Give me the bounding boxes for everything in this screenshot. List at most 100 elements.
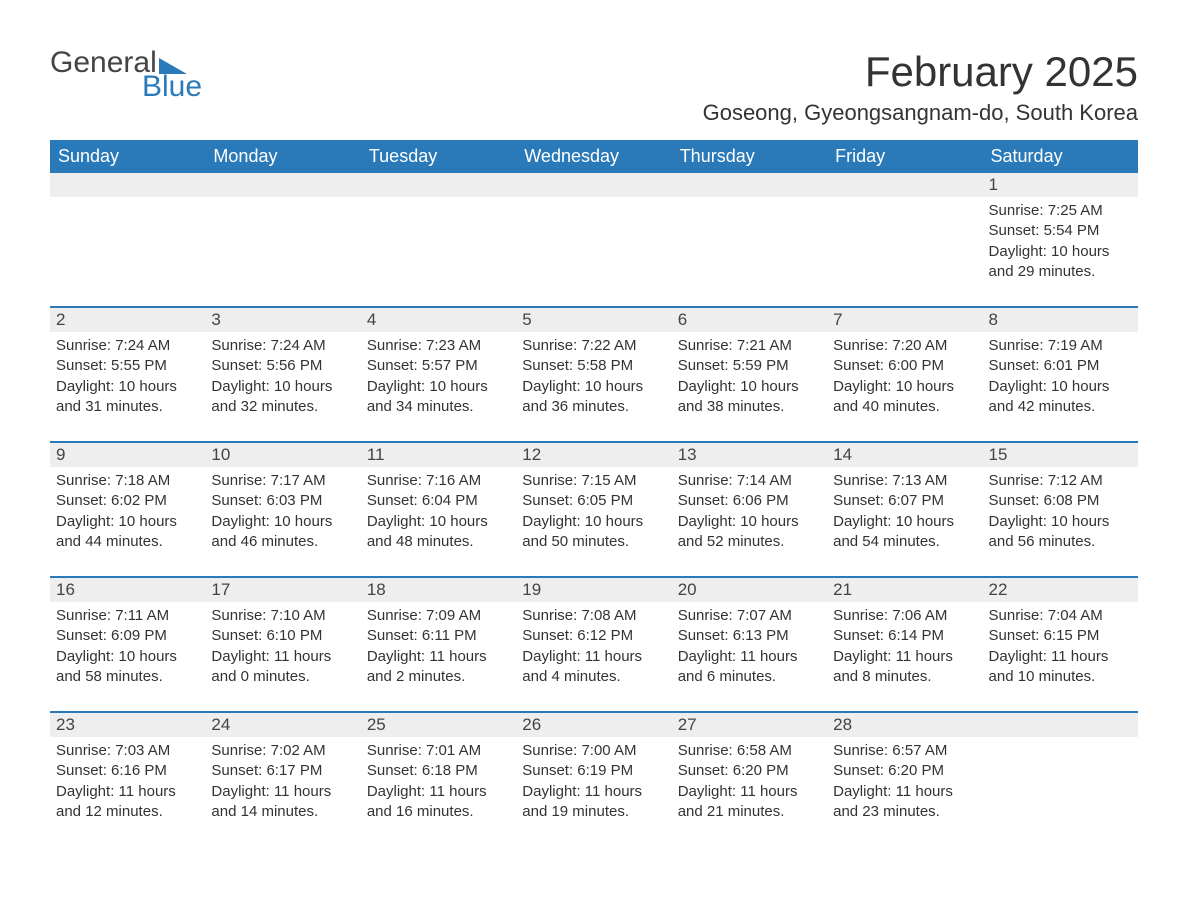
day-cell <box>672 197 827 306</box>
sunset-text: Sunset: 6:19 PM <box>522 761 665 781</box>
daylight-text: Daylight: 10 hours and 29 minutes. <box>989 242 1132 283</box>
day-cell: Sunrise: 7:23 AMSunset: 5:57 PMDaylight:… <box>361 332 516 441</box>
day-cell: Sunrise: 7:00 AMSunset: 6:19 PMDaylight:… <box>516 737 671 846</box>
day-cell: Sunrise: 7:20 AMSunset: 6:00 PMDaylight:… <box>827 332 982 441</box>
day-number: 17 <box>205 578 360 602</box>
month-title: February 2025 <box>703 48 1138 96</box>
sunset-text: Sunset: 6:05 PM <box>522 491 665 511</box>
sunset-text: Sunset: 6:03 PM <box>211 491 354 511</box>
day-cell: Sunrise: 7:17 AMSunset: 6:03 PMDaylight:… <box>205 467 360 576</box>
day-cell: Sunrise: 7:09 AMSunset: 6:11 PMDaylight:… <box>361 602 516 711</box>
day-cell <box>827 197 982 306</box>
sunset-text: Sunset: 6:17 PM <box>211 761 354 781</box>
sunrise-text: Sunrise: 7:11 AM <box>56 606 199 626</box>
daylight-text: Daylight: 11 hours and 6 minutes. <box>678 647 821 688</box>
day-number: 8 <box>983 308 1138 332</box>
sunrise-text: Sunrise: 7:03 AM <box>56 741 199 761</box>
weekday-header: Saturday <box>983 140 1138 173</box>
sunrise-text: Sunrise: 7:17 AM <box>211 471 354 491</box>
day-number: 5 <box>516 308 671 332</box>
sunrise-text: Sunrise: 7:21 AM <box>678 336 821 356</box>
day-number: 12 <box>516 443 671 467</box>
sunset-text: Sunset: 6:20 PM <box>833 761 976 781</box>
sunrise-text: Sunrise: 7:13 AM <box>833 471 976 491</box>
weeks-container: 1Sunrise: 7:25 AMSunset: 5:54 PMDaylight… <box>50 173 1138 846</box>
sunrise-text: Sunrise: 6:57 AM <box>833 741 976 761</box>
page-header: General Blue February 2025 Goseong, Gyeo… <box>50 48 1138 126</box>
daylight-text: Daylight: 11 hours and 19 minutes. <box>522 782 665 823</box>
sunset-text: Sunset: 6:07 PM <box>833 491 976 511</box>
day-number: 27 <box>672 713 827 737</box>
weekday-header-row: Sunday Monday Tuesday Wednesday Thursday… <box>50 140 1138 173</box>
sunrise-text: Sunrise: 7:09 AM <box>367 606 510 626</box>
sunset-text: Sunset: 6:20 PM <box>678 761 821 781</box>
day-cell <box>516 197 671 306</box>
day-number: 20 <box>672 578 827 602</box>
day-cell: Sunrise: 7:16 AMSunset: 6:04 PMDaylight:… <box>361 467 516 576</box>
daylight-text: Daylight: 11 hours and 23 minutes. <box>833 782 976 823</box>
day-detail-row: Sunrise: 7:18 AMSunset: 6:02 PMDaylight:… <box>50 467 1138 576</box>
day-cell: Sunrise: 7:18 AMSunset: 6:02 PMDaylight:… <box>50 467 205 576</box>
day-number <box>827 173 982 197</box>
sunrise-text: Sunrise: 7:15 AM <box>522 471 665 491</box>
week-block: 232425262728Sunrise: 7:03 AMSunset: 6:16… <box>50 711 1138 846</box>
day-number: 25 <box>361 713 516 737</box>
day-number <box>516 173 671 197</box>
sunrise-text: Sunrise: 7:23 AM <box>367 336 510 356</box>
sunset-text: Sunset: 6:00 PM <box>833 356 976 376</box>
sunset-text: Sunset: 6:04 PM <box>367 491 510 511</box>
day-cell <box>205 197 360 306</box>
location-subtitle: Goseong, Gyeongsangnam-do, South Korea <box>703 100 1138 126</box>
sunrise-text: Sunrise: 7:18 AM <box>56 471 199 491</box>
title-block: February 2025 Goseong, Gyeongsangnam-do,… <box>703 48 1138 126</box>
daylight-text: Daylight: 10 hours and 58 minutes. <box>56 647 199 688</box>
sunset-text: Sunset: 5:57 PM <box>367 356 510 376</box>
day-number <box>205 173 360 197</box>
sunset-text: Sunset: 5:58 PM <box>522 356 665 376</box>
sunrise-text: Sunrise: 7:24 AM <box>211 336 354 356</box>
weekday-header: Tuesday <box>361 140 516 173</box>
sunset-text: Sunset: 6:01 PM <box>989 356 1132 376</box>
day-number <box>50 173 205 197</box>
daylight-text: Daylight: 11 hours and 10 minutes. <box>989 647 1132 688</box>
daylight-text: Daylight: 11 hours and 12 minutes. <box>56 782 199 823</box>
sunset-text: Sunset: 6:13 PM <box>678 626 821 646</box>
daylight-text: Daylight: 10 hours and 50 minutes. <box>522 512 665 553</box>
sunrise-text: Sunrise: 7:25 AM <box>989 201 1132 221</box>
day-cell: Sunrise: 7:21 AMSunset: 5:59 PMDaylight:… <box>672 332 827 441</box>
calendar-grid: Sunday Monday Tuesday Wednesday Thursday… <box>50 140 1138 846</box>
day-number: 19 <box>516 578 671 602</box>
sunset-text: Sunset: 6:14 PM <box>833 626 976 646</box>
sunrise-text: Sunrise: 7:08 AM <box>522 606 665 626</box>
day-cell: Sunrise: 7:03 AMSunset: 6:16 PMDaylight:… <box>50 737 205 846</box>
day-cell: Sunrise: 7:06 AMSunset: 6:14 PMDaylight:… <box>827 602 982 711</box>
day-cell: Sunrise: 7:22 AMSunset: 5:58 PMDaylight:… <box>516 332 671 441</box>
day-cell: Sunrise: 7:01 AMSunset: 6:18 PMDaylight:… <box>361 737 516 846</box>
weekday-header: Wednesday <box>516 140 671 173</box>
day-number: 13 <box>672 443 827 467</box>
sunrise-text: Sunrise: 7:20 AM <box>833 336 976 356</box>
day-number: 4 <box>361 308 516 332</box>
day-number: 10 <box>205 443 360 467</box>
daylight-text: Daylight: 10 hours and 54 minutes. <box>833 512 976 553</box>
day-cell: Sunrise: 7:19 AMSunset: 6:01 PMDaylight:… <box>983 332 1138 441</box>
daylight-text: Daylight: 10 hours and 36 minutes. <box>522 377 665 418</box>
day-number: 11 <box>361 443 516 467</box>
day-number: 16 <box>50 578 205 602</box>
day-cell <box>983 737 1138 846</box>
day-number: 23 <box>50 713 205 737</box>
day-number: 9 <box>50 443 205 467</box>
daylight-text: Daylight: 10 hours and 31 minutes. <box>56 377 199 418</box>
day-number: 22 <box>983 578 1138 602</box>
daylight-text: Daylight: 10 hours and 48 minutes. <box>367 512 510 553</box>
daylight-text: Daylight: 11 hours and 16 minutes. <box>367 782 510 823</box>
day-number: 18 <box>361 578 516 602</box>
sunset-text: Sunset: 6:09 PM <box>56 626 199 646</box>
day-number-row: 2345678 <box>50 308 1138 332</box>
day-cell: Sunrise: 7:02 AMSunset: 6:17 PMDaylight:… <box>205 737 360 846</box>
day-number: 24 <box>205 713 360 737</box>
day-cell: Sunrise: 7:15 AMSunset: 6:05 PMDaylight:… <box>516 467 671 576</box>
day-number <box>672 173 827 197</box>
day-cell: Sunrise: 7:13 AMSunset: 6:07 PMDaylight:… <box>827 467 982 576</box>
sunset-text: Sunset: 5:59 PM <box>678 356 821 376</box>
